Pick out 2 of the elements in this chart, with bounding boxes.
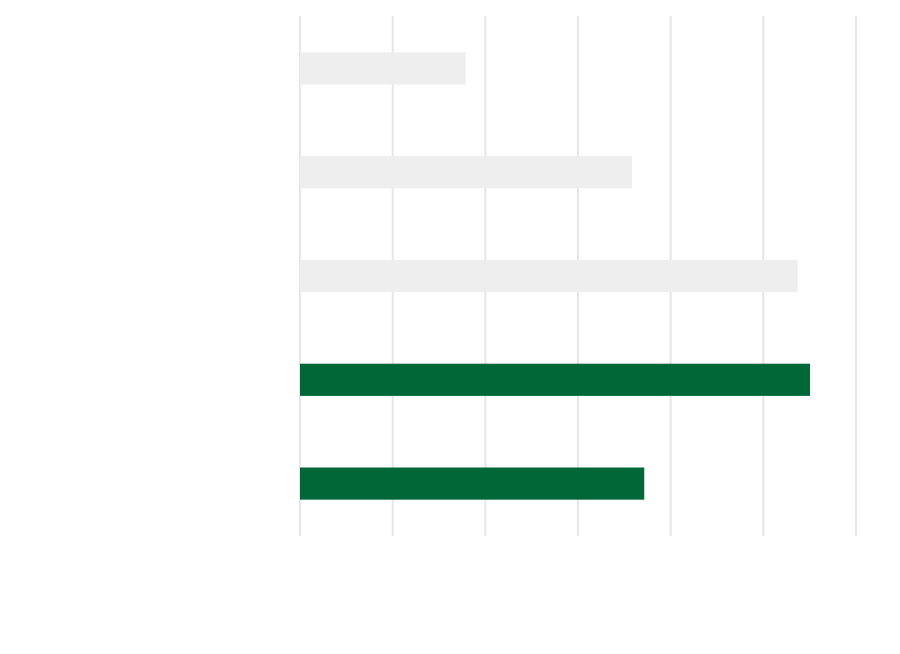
bar <box>300 363 810 396</box>
bar <box>300 467 645 500</box>
